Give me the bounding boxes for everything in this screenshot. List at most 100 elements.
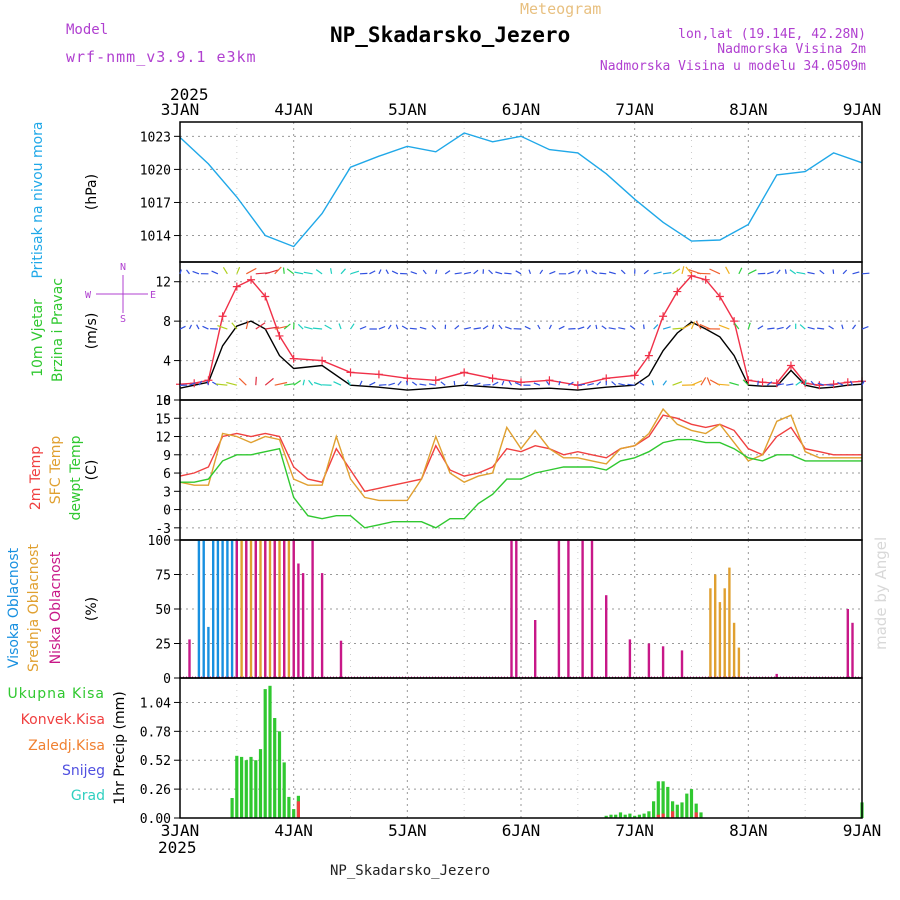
wind-arrow <box>226 381 237 386</box>
wind-arrow <box>697 272 711 275</box>
wind-arrow <box>428 383 436 386</box>
panel-wind: 0 4 8 12 (m/s) <box>84 261 866 409</box>
gust-marker <box>431 376 440 385</box>
bar-niska-oblacnost <box>851 622 854 678</box>
bar-niska-oblacnost <box>235 540 238 678</box>
bar-visoka-oblacnost <box>202 540 205 678</box>
bar-ukupna-kisa <box>623 814 627 818</box>
footer-station: NP_Skadarsko_Jezero <box>330 863 490 879</box>
wind-arrow <box>734 322 740 330</box>
gust-marker <box>829 380 838 389</box>
wind-title-2: Brzina i Pravac <box>50 278 66 382</box>
wind-arrow <box>528 269 532 275</box>
wind-arrow <box>861 380 865 386</box>
bar-ukupna-kisa <box>604 815 608 818</box>
bar-ukupna-kisa <box>694 803 698 818</box>
wind-arrow <box>206 380 209 386</box>
wind-arrow <box>514 382 522 386</box>
wind-arrow <box>324 324 332 330</box>
x-tick-label-bottom: 6JAN <box>502 821 541 840</box>
compass-west: W <box>85 290 92 301</box>
y-tick-label: 4 <box>163 355 171 370</box>
bar-ukupna-kisa <box>230 798 234 818</box>
wind-arrow <box>810 380 816 386</box>
wind-arrow <box>245 320 249 330</box>
wind-arrow <box>315 269 323 275</box>
wind-arrow <box>238 377 247 386</box>
wind-arrow <box>643 269 649 275</box>
y-tick-label: 15 <box>155 412 171 427</box>
wind-arrow <box>338 323 342 330</box>
wind-arrow <box>776 269 781 275</box>
gust-marker <box>275 331 284 340</box>
wind-arrow <box>359 325 367 330</box>
bar-niska-oblacnost <box>534 620 537 678</box>
wind-arrow <box>549 270 556 275</box>
bar-ukupna-kisa <box>235 755 239 818</box>
y-tick-label: 1023 <box>140 130 171 145</box>
wind-arrow <box>179 269 182 275</box>
wind-arrows <box>179 266 870 386</box>
bar-niska-oblacnost <box>188 639 191 678</box>
wind-arrow <box>618 383 626 386</box>
gust-marker <box>261 292 270 301</box>
bar-ukupna-kisa <box>680 802 684 818</box>
bar-visoka-oblacnost <box>230 540 234 678</box>
y-axis-label: (hPa) <box>84 174 100 210</box>
wind-arrow <box>231 322 238 330</box>
wind-arrow <box>709 268 721 275</box>
wind-arrow <box>748 269 757 275</box>
panel-frame <box>179 121 863 263</box>
bar-ukupna-kisa <box>633 815 637 818</box>
wind-side-label: 10m Vjetar Brzina i Pravac <box>30 278 66 382</box>
wind-arrow <box>577 383 585 386</box>
wind-arrow <box>501 380 505 386</box>
x-tick-label-bottom: 9JAN <box>843 821 882 840</box>
wind-arrow <box>706 377 712 386</box>
bar-niska-oblacnost <box>283 540 286 678</box>
pressure-title: Pritisak na nivou mora <box>30 121 46 278</box>
bar-niska-oblacnost <box>510 540 513 678</box>
wind-arrow <box>776 383 784 386</box>
wind-arrow <box>717 383 730 386</box>
wind-arrow <box>411 381 418 386</box>
wind-arrow <box>747 322 751 330</box>
y-tick-label: 50 <box>155 603 171 618</box>
wind-arrow <box>725 266 730 275</box>
wind-arrow <box>419 383 427 386</box>
bar-srednja-oblacnost <box>278 540 281 678</box>
wind-arrow <box>473 269 479 275</box>
y-tick-label: 75 <box>155 569 171 584</box>
gust-marker <box>545 376 554 385</box>
wind-arrow <box>842 269 848 275</box>
wind-arrow <box>627 383 635 386</box>
x-tick-label-top: 5JAN <box>388 100 427 119</box>
wind-arrow <box>852 324 857 330</box>
x-tick-label-bottom: 4JAN <box>274 821 313 840</box>
bar-ukupna-kisa <box>618 812 623 818</box>
wind-arrow <box>861 326 869 330</box>
wind-arrow <box>454 325 460 330</box>
wind-arrow <box>799 324 806 330</box>
y-tick-label: 12 <box>155 276 171 291</box>
wind-arrow <box>601 325 607 330</box>
x-tick-label-bottom: 8JAN <box>729 821 768 840</box>
wind-arrow <box>681 323 692 330</box>
wind-arrow <box>347 379 352 386</box>
cloud-label-high: Visoka Oblacnost <box>6 547 22 668</box>
bar-srednja-oblacnost <box>240 540 243 678</box>
wind-arrow <box>454 272 462 275</box>
bar-ukupna-kisa <box>656 781 660 818</box>
wind-arrow <box>784 269 787 274</box>
bar-ukupna-kisa <box>699 812 703 818</box>
wind-arrow <box>685 266 692 275</box>
bar-ukupna-kisa <box>258 749 263 818</box>
wind-arrow <box>217 325 228 330</box>
wind-arrow <box>293 380 302 386</box>
wind-arrow <box>255 376 257 386</box>
wind-arrow <box>409 327 417 330</box>
y-tick-label: 18 <box>155 394 171 409</box>
gust-marker <box>346 368 355 377</box>
gust-marker <box>715 292 724 301</box>
wind-arrow <box>385 269 389 275</box>
